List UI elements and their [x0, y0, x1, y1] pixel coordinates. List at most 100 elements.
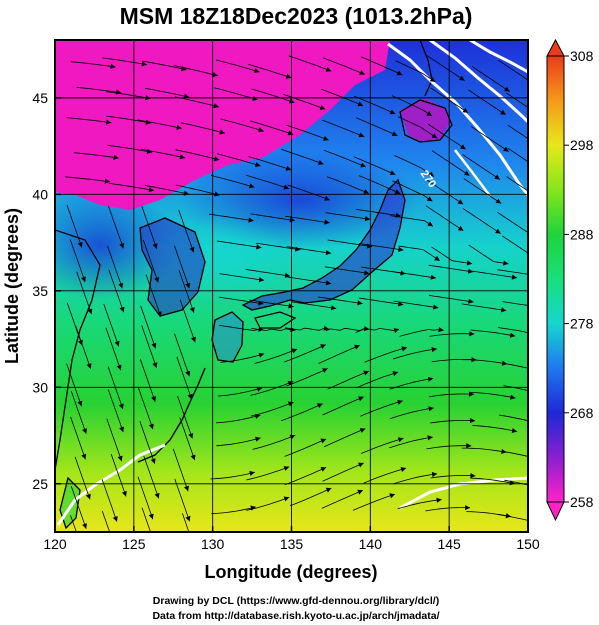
- streamline: [245, 269, 291, 277]
- streamline: [173, 65, 218, 77]
- streamline-arrowhead: [320, 467, 327, 472]
- streamline: [364, 347, 408, 363]
- streamline: [74, 456, 91, 500]
- streamline: [498, 414, 528, 422]
- streamline: [356, 117, 398, 137]
- streamline: [254, 348, 298, 364]
- streamline: [431, 246, 473, 265]
- streamline: [217, 387, 263, 397]
- footer-credit-data: Data from http://database.rish.kyoto-u.a…: [152, 610, 439, 622]
- streamline-arrowhead: [81, 276, 86, 282]
- streamline-arrowhead: [397, 399, 403, 405]
- streamline-arrowhead: [258, 326, 264, 332]
- streamline-arrowhead: [358, 132, 365, 138]
- streamline-arrowhead: [468, 268, 474, 274]
- streamline: [145, 274, 162, 318]
- streamline-arrowhead: [363, 370, 369, 376]
- streamline-arrowhead: [248, 217, 254, 223]
- colorbar-ticks: 258 268 278 288 298 308: [564, 48, 594, 510]
- streamline-arrowhead: [389, 170, 396, 175]
- streamline-arrowhead: [511, 274, 517, 280]
- streamline-arrowhead: [428, 171, 435, 177]
- streamline-arrowhead: [77, 241, 83, 248]
- x-tick-label: 135: [280, 536, 304, 552]
- streamline-arrowhead: [317, 403, 323, 409]
- streamline: [140, 305, 156, 349]
- streamline: [76, 271, 92, 315]
- streamline: [397, 499, 442, 510]
- streamline: [463, 178, 502, 204]
- streamline: [280, 403, 323, 422]
- y-axis-label: Latitude (degrees): [2, 208, 22, 364]
- streamline-arrowhead: [119, 242, 125, 249]
- streamline-arrowhead: [354, 344, 360, 350]
- colorbar-tick-label: 278: [570, 316, 594, 332]
- streamline: [322, 462, 364, 482]
- streamline-arrowhead: [187, 393, 193, 400]
- streamline-arrowhead: [427, 221, 433, 227]
- streamline-arrowhead: [540, 145, 546, 150]
- streamline: [139, 359, 156, 402]
- streamline-arrowhead: [114, 340, 120, 347]
- streamline: [142, 60, 187, 71]
- streamline: [353, 95, 396, 115]
- streamline: [210, 175, 255, 188]
- streamline-arrowhead: [457, 199, 464, 205]
- streamline: [142, 239, 159, 283]
- streamline: [360, 400, 403, 417]
- streamline: [70, 61, 116, 68]
- streamline: [218, 296, 264, 305]
- streamline: [289, 487, 332, 507]
- streamline: [428, 294, 474, 303]
- streamline-arrowhead: [363, 189, 369, 194]
- streamline-arrowhead: [289, 217, 295, 223]
- isotherm-contour: [387, 42, 528, 196]
- streamline-arrowhead: [389, 109, 396, 115]
- streamline-arrowhead: [389, 493, 395, 499]
- streamline-arrowhead: [330, 305, 337, 311]
- streamline: [216, 240, 262, 249]
- streamline: [321, 88, 364, 107]
- streamline-arrowhead: [431, 133, 438, 139]
- streamline: [323, 428, 366, 448]
- streamline: [285, 327, 329, 331]
- streamline: [392, 180, 433, 202]
- footer-credit-drawing: Drawing by DCL (https://www.gfd-dennou.o…: [153, 595, 439, 607]
- streamline-arrowhead: [457, 225, 464, 231]
- streamline: [137, 119, 182, 129]
- streamline-arrowhead: [291, 348, 298, 354]
- streamline-arrowhead: [248, 183, 255, 189]
- streamline: [252, 434, 296, 450]
- streamline: [102, 57, 147, 66]
- streamline: [472, 270, 518, 279]
- streamline-arrowhead: [364, 216, 371, 222]
- streamline: [66, 117, 112, 124]
- streamline-arrowhead: [213, 103, 219, 109]
- streamline-arrowhead: [183, 93, 190, 99]
- streamline-arrowhead: [540, 168, 546, 173]
- streamline: [107, 366, 124, 410]
- streamline-arrowhead: [536, 520, 542, 525]
- streamline-arrowhead: [189, 246, 195, 253]
- streamline: [178, 209, 194, 253]
- streamline: [498, 59, 528, 81]
- streamline: [471, 126, 509, 152]
- streamline-arrowhead: [151, 342, 157, 349]
- streamline-arrowhead: [119, 306, 125, 313]
- streamline-arrowhead: [364, 270, 370, 276]
- streamline: [358, 175, 401, 194]
- streamline-arrowhead: [427, 435, 433, 441]
- streamline-arrowhead: [466, 260, 473, 266]
- streamline: [174, 333, 190, 377]
- streamline: [219, 273, 265, 281]
- streamline: [389, 215, 434, 227]
- streamline: [429, 333, 475, 337]
- streamline-arrowhead: [530, 80, 536, 85]
- streamline: [144, 185, 190, 195]
- streamline: [461, 447, 507, 453]
- streamline-arrowhead: [320, 344, 326, 349]
- y-tick-label: 30: [32, 379, 48, 395]
- streamline: [461, 303, 507, 311]
- streamline: [66, 204, 83, 248]
